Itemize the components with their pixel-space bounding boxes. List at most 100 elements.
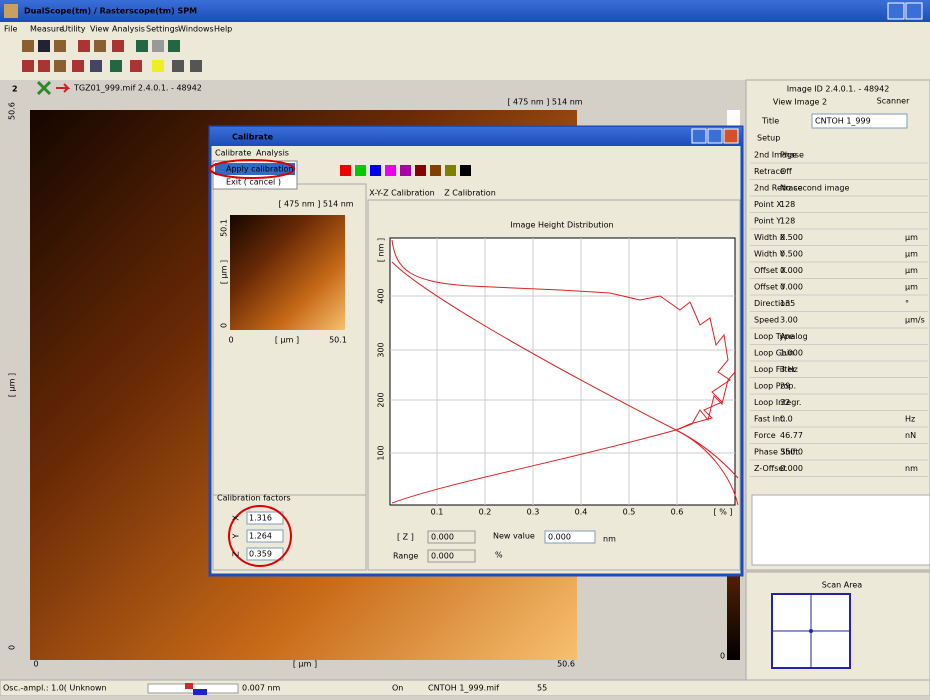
factor-value[interactable]: 0.359 xyxy=(249,550,272,559)
param-value: 0.000 xyxy=(780,266,803,275)
param-label: Speed xyxy=(754,316,779,325)
dialog-tab[interactable]: Z Calibration xyxy=(444,189,496,198)
title-value: CNTOH 1_999 xyxy=(815,117,871,126)
param-unit: µm/s xyxy=(905,316,925,325)
plot-area xyxy=(390,238,735,505)
color-swatches xyxy=(340,165,471,176)
range-value: 0.000 xyxy=(431,552,454,561)
meter-red xyxy=(185,683,193,689)
y-top: 50.6 xyxy=(8,102,17,120)
arrow-icon[interactable] xyxy=(56,84,68,92)
dialog-minimize[interactable] xyxy=(692,129,706,143)
menu-item[interactable]: Analysis xyxy=(112,25,145,34)
scan-area-title: Scan Area xyxy=(822,581,863,590)
image-number: 2 xyxy=(12,85,18,94)
dialog-tab[interactable]: X-Y-Z Calibration xyxy=(369,189,434,198)
menu-item[interactable]: Utility xyxy=(62,25,86,34)
dialog-title-bar xyxy=(210,127,742,146)
param-value: Off xyxy=(780,167,792,176)
param-unit: µm xyxy=(905,250,918,259)
param-value: 0.000 xyxy=(780,464,803,473)
factor-value[interactable]: 1.264 xyxy=(249,532,272,541)
dialog-menu[interactable]: Calibrate xyxy=(215,149,251,158)
preview-x-start: 0 xyxy=(228,336,233,345)
param-value: 350.0 xyxy=(780,448,803,457)
param-value: 1.000 xyxy=(780,349,803,358)
preview-image xyxy=(230,215,345,330)
preview-range: [ 475 nm ] 514 nm xyxy=(278,200,353,209)
preview-y-bottom: 0 xyxy=(220,323,229,328)
plot-y-label: [ nm ] xyxy=(377,238,386,262)
factors-title: Calibration factors xyxy=(217,494,291,503)
notes-box xyxy=(752,495,930,565)
scan-position xyxy=(809,629,813,633)
window-title: DualScope(tm) / Rasterscope(tm) SPM xyxy=(24,7,197,16)
param-unit: nN xyxy=(905,431,916,440)
minimize[interactable] xyxy=(888,3,904,19)
factor-label: Y xyxy=(232,533,241,539)
param-label: Force xyxy=(754,431,776,440)
param-value: 128 xyxy=(780,200,795,209)
param-label: Point Y xyxy=(754,217,781,226)
preview-y-label: [ µm ] xyxy=(220,260,229,284)
menu-item[interactable]: Measure xyxy=(30,25,64,34)
param-unit: µm xyxy=(905,283,918,292)
plot-y-tick: 200 xyxy=(377,392,386,407)
page: DualScope(tm) / Rasterscope(tm) SPM File M… xyxy=(0,0,930,696)
setup-tab[interactable]: Setup xyxy=(757,134,780,143)
param-unit: µm xyxy=(905,266,918,275)
app-icon xyxy=(4,4,18,18)
plot-x-tick: 0.1 xyxy=(431,508,444,517)
dialog-maximize[interactable] xyxy=(708,129,722,143)
param-value: 128 xyxy=(780,217,795,226)
param-value: 32 xyxy=(780,398,790,407)
dialog-menu[interactable]: Analysis xyxy=(256,149,289,158)
range-unit: % xyxy=(495,551,503,560)
param-label: Loop Integr. xyxy=(754,398,801,407)
param-value: 135 xyxy=(780,299,795,308)
factor-value[interactable]: 1.316 xyxy=(249,514,272,523)
param-value: 0.0 xyxy=(780,415,793,424)
close-icon[interactable] xyxy=(38,82,50,94)
plot-y-tick: 100 xyxy=(377,445,386,460)
meter-blue xyxy=(193,689,207,695)
dialog-close[interactable] xyxy=(724,129,738,143)
plot-y-tick: 400 xyxy=(377,288,386,303)
tab[interactable]: View Image 2 xyxy=(773,98,827,107)
param-unit: µm xyxy=(905,233,918,242)
plot-x-tick: 0.2 xyxy=(479,508,492,517)
y-label: [ µm ] xyxy=(8,373,17,397)
tab[interactable]: Scanner xyxy=(877,97,910,106)
dropdown-item[interactable]: Apply calibration xyxy=(226,165,293,174)
param-value: Analog xyxy=(780,332,808,341)
preview-y-top: 50.1 xyxy=(220,219,229,237)
status-file: CNTOH 1_999.mif xyxy=(428,684,499,693)
range-label: Range xyxy=(393,552,418,561)
new-value-label: New value xyxy=(493,532,535,541)
menu-item[interactable]: Help xyxy=(214,25,232,34)
title-label: Title xyxy=(761,117,779,126)
new-value[interactable]: 0.000 xyxy=(548,533,571,542)
menu-item[interactable]: Windows xyxy=(178,25,214,34)
plot-y-tick: 300 xyxy=(377,342,386,357)
plot-x-tick: 0.5 xyxy=(623,508,636,517)
dropdown-item[interactable]: Exit ( cancel ) xyxy=(226,178,281,187)
dialog-title: Calibrate xyxy=(232,133,274,142)
status-number: 55 xyxy=(537,684,547,693)
menu-item[interactable]: File xyxy=(4,25,17,34)
param-value: No second image xyxy=(780,184,849,193)
param-value: 29 xyxy=(780,382,790,391)
param-unit: Hz xyxy=(905,415,915,424)
maximize[interactable] xyxy=(906,3,922,19)
plot-x-tick: 0.4 xyxy=(575,508,588,517)
plot-x-tick: 0.6 xyxy=(671,508,684,517)
z-label: [ Z ] xyxy=(397,533,414,542)
factor-label: X xyxy=(232,515,241,521)
y-bottom: 0 xyxy=(8,645,17,650)
param-value: 0.000 xyxy=(780,283,803,292)
menu-item[interactable]: Settings xyxy=(146,25,179,34)
param-value: Phase xyxy=(780,151,804,160)
menu-item[interactable]: View xyxy=(90,25,109,34)
new-value-unit: nm xyxy=(603,535,616,544)
param-unit: nm xyxy=(905,464,918,473)
